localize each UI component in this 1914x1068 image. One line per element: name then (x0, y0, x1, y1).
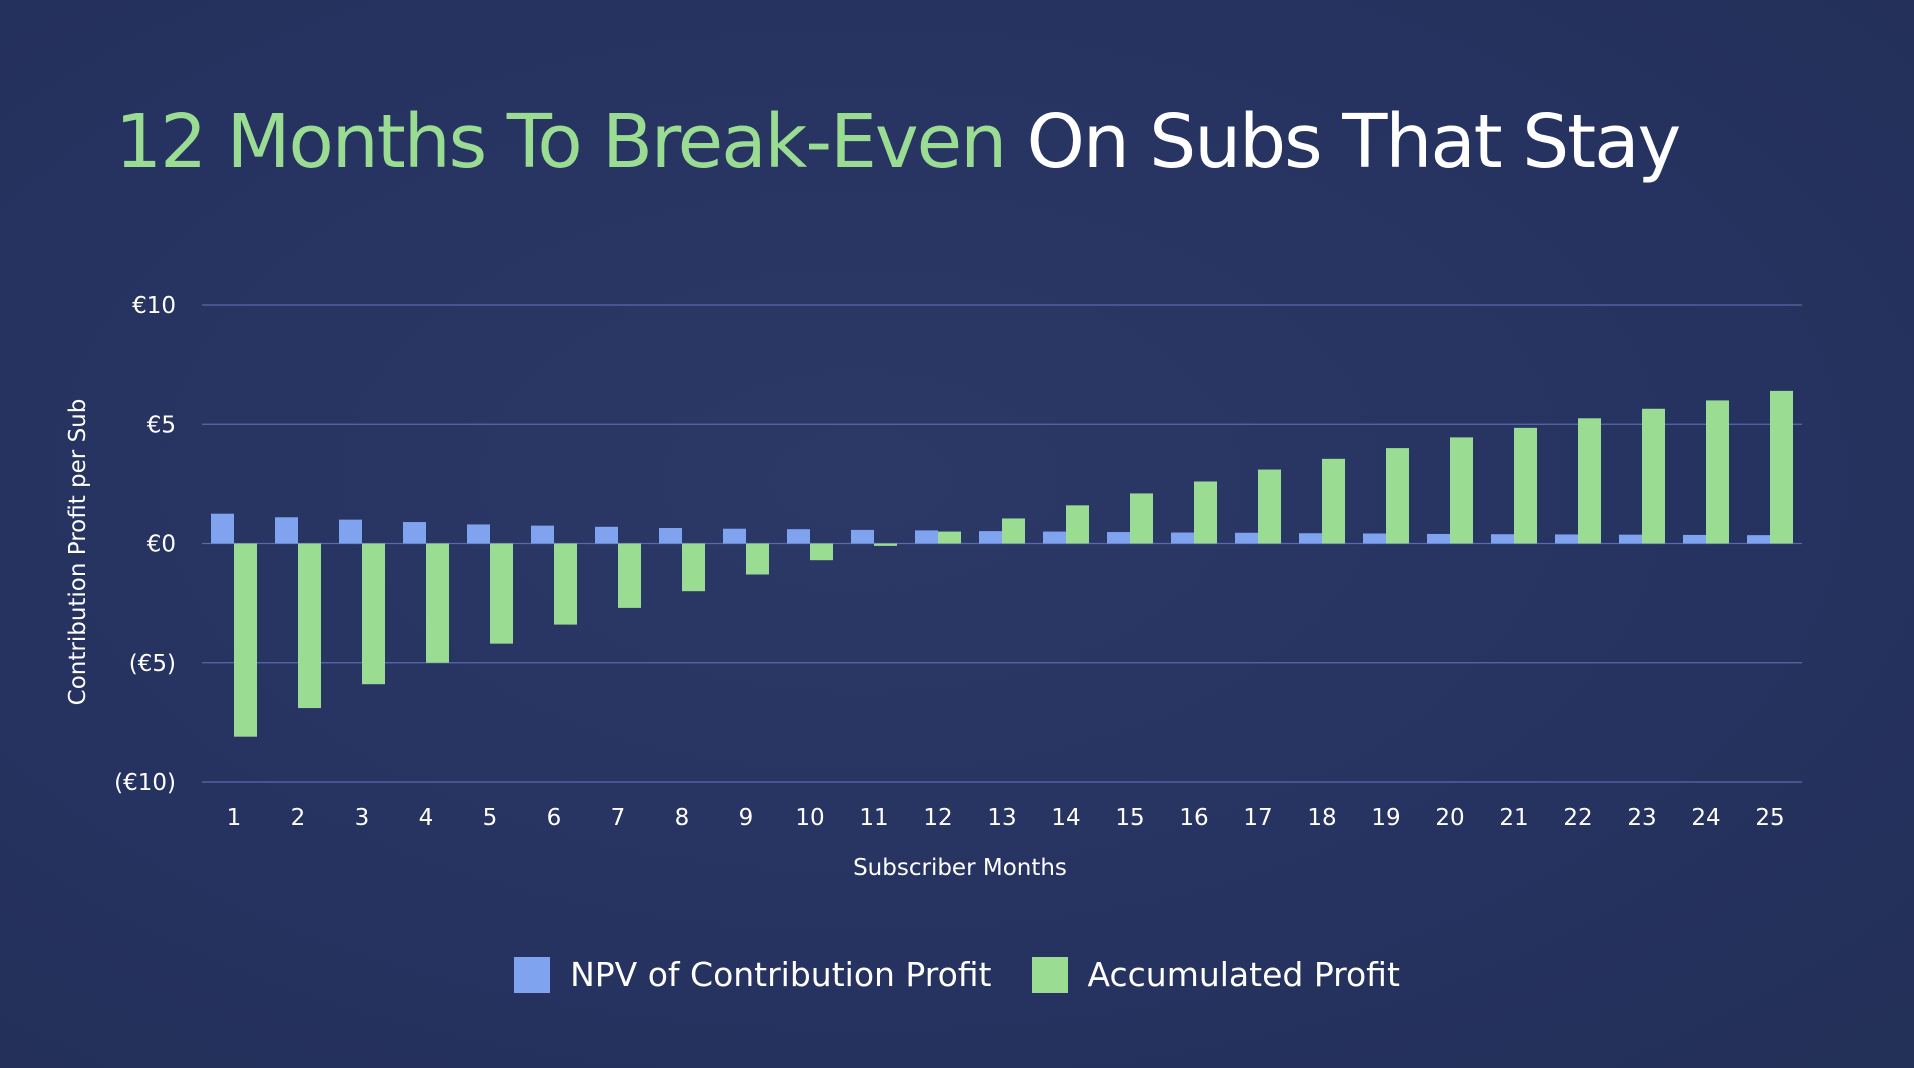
x-tick-label: 5 (483, 805, 498, 831)
bar-accumulated (1002, 518, 1025, 544)
x-tick-label: 20 (1435, 805, 1464, 831)
y-tick-label: €0 (147, 532, 176, 558)
x-tick-label: 6 (547, 805, 562, 831)
bar-accumulated (1130, 493, 1153, 544)
bar-npv (787, 529, 810, 544)
x-tick-label: 23 (1627, 805, 1656, 831)
y-axis-title: Contribution Profit per Sub (65, 399, 91, 706)
bar-accumulated (554, 543, 577, 625)
legend-swatch-npv (514, 956, 551, 993)
x-tick-label: 25 (1755, 805, 1784, 831)
bar-npv (1299, 533, 1322, 544)
bar-accumulated (1642, 408, 1665, 544)
x-tick-label: 13 (987, 805, 1016, 831)
bar-accumulated (874, 543, 897, 546)
bar-npv (467, 524, 490, 544)
x-axis-title: Subscriber Months (853, 855, 1067, 881)
x-tick-label: 11 (859, 805, 888, 831)
x-tick-label: 3 (355, 805, 370, 831)
bar-npv (915, 530, 938, 544)
bar-accumulated (362, 543, 385, 685)
legend-item-npv: NPV of Contribution Profit (514, 955, 992, 994)
bar-npv (1363, 533, 1386, 544)
bar-npv (1171, 532, 1194, 544)
bar-npv (211, 513, 234, 544)
bar-accumulated (938, 531, 961, 544)
legend-item-accumulated: Accumulated Profit (1031, 955, 1400, 994)
x-tick-label: 19 (1371, 805, 1400, 831)
bar-npv (851, 529, 874, 544)
bar-npv (595, 526, 618, 544)
bar-accumulated (1514, 427, 1537, 544)
bar-npv (1043, 531, 1066, 544)
bar-accumulated (810, 543, 833, 561)
x-tick-label: 21 (1499, 805, 1528, 831)
bar-npv (275, 517, 298, 544)
x-tick-label: 16 (1179, 805, 1208, 831)
bar-npv (1107, 532, 1130, 544)
bar-accumulated (682, 543, 705, 592)
bar-npv (531, 525, 554, 544)
bar-accumulated (618, 543, 641, 608)
bar-accumulated (1322, 458, 1345, 544)
bars (211, 390, 1793, 737)
bar-npv (979, 531, 1002, 544)
bar-npv (1555, 534, 1578, 544)
y-tick-labels: €10 €5 €0 (€5) (€10) (114, 293, 176, 796)
bar-accumulated (1066, 505, 1089, 544)
x-tick-label: 8 (675, 805, 690, 831)
bar-npv (1619, 534, 1642, 544)
title-accent: 12 Months To Break-Even (115, 99, 1007, 185)
x-tick-label: 24 (1691, 805, 1720, 831)
bar-npv (1747, 535, 1770, 544)
x-tick-label: 15 (1115, 805, 1144, 831)
bar-npv (339, 519, 362, 544)
bar-accumulated (746, 543, 769, 575)
bar-accumulated (1770, 390, 1793, 544)
x-tick-label: 1 (227, 805, 242, 831)
bar-accumulated (1194, 481, 1217, 544)
y-tick-label: (€10) (114, 770, 176, 796)
y-tick-label: €10 (132, 293, 176, 319)
x-tick-label: 17 (1243, 805, 1272, 831)
x-tick-label: 14 (1051, 805, 1080, 831)
title-rest: On Subs That Stay (1026, 99, 1682, 185)
bar-npv (1683, 534, 1706, 544)
bar-accumulated (1258, 469, 1281, 544)
x-tick-labels: 1 2 3 4 5 6 7 8 9 10 11 12 13 14 15 16 17 18 19 20 21 22 23 24 2… (227, 805, 1785, 831)
bar-accumulated (1578, 418, 1601, 544)
bar-accumulated (490, 543, 513, 644)
x-tick-label: 7 (611, 805, 626, 831)
bar-npv (1427, 533, 1450, 544)
bar-npv (1235, 532, 1258, 544)
bar-npv (1491, 534, 1514, 544)
bar-npv (403, 522, 426, 544)
bar-accumulated (426, 543, 449, 663)
chart-title: 12 Months To Break-Even On Subs That Sta… (115, 99, 1682, 185)
bar-accumulated (1450, 437, 1473, 544)
x-tick-label: 22 (1563, 805, 1592, 831)
bar-accumulated (1706, 400, 1729, 544)
legend-swatch-accumulated (1031, 956, 1068, 993)
x-tick-label: 10 (795, 805, 824, 831)
x-tick-label: 4 (419, 805, 434, 831)
x-tick-label: 12 (923, 805, 952, 831)
bar-accumulated (298, 543, 321, 709)
x-tick-label: 2 (291, 805, 306, 831)
bar-accumulated (234, 543, 257, 737)
legend-label-npv: NPV of Contribution Profit (570, 955, 992, 994)
bar-npv (659, 527, 682, 544)
y-tick-label: €5 (147, 412, 176, 438)
y-tick-label: (€5) (129, 651, 176, 677)
legend-label-accumulated: Accumulated Profit (1087, 955, 1400, 994)
bar-npv (723, 528, 746, 544)
x-tick-label: 18 (1307, 805, 1336, 831)
legend: NPV of Contribution Profit Accumulated P… (0, 955, 1914, 994)
x-tick-label: 9 (739, 805, 754, 831)
bar-accumulated (1386, 448, 1409, 544)
